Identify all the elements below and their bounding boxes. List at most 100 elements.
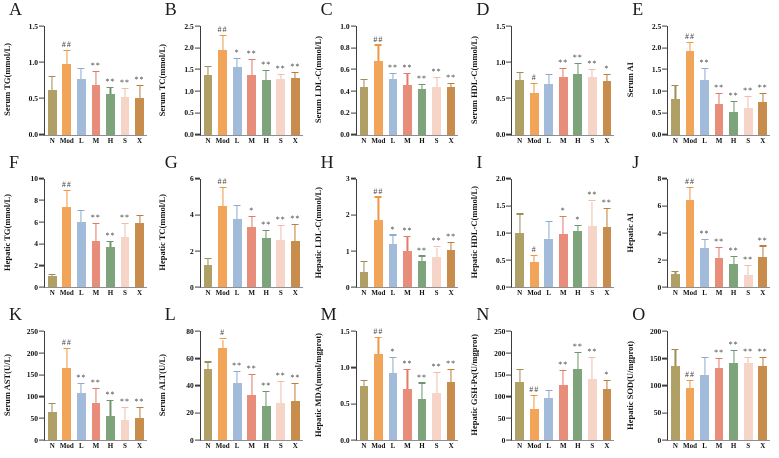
y-tick: [39, 439, 44, 441]
bar-L: [544, 398, 554, 440]
bar-L: [76, 393, 86, 440]
significance-label: **: [105, 230, 116, 240]
error-bar-cap: [233, 204, 241, 206]
error-bar: [421, 84, 423, 90]
x-tick-label: Mod: [527, 136, 542, 145]
y-tick-label: 1: [345, 246, 350, 256]
y-tick: [506, 205, 512, 207]
x-tick-label: S: [746, 136, 751, 145]
y-axis-label: Hepatic TC(mmol/L): [157, 194, 168, 271]
x-tick-label: L: [79, 289, 84, 298]
x-tick-label: L: [390, 289, 396, 298]
panel-k: K Serum AST(U/L) 0 50 100 150 200 250 N ## Mod ** L *…: [0, 304, 156, 458]
error-bar: [436, 78, 438, 87]
bar-H: [261, 237, 271, 288]
x-tick-label: X: [292, 289, 298, 298]
significance-label: **: [246, 363, 257, 373]
x-tick-label: Mod: [215, 289, 230, 298]
plot-area: 0.0 0.5 1.0 1.5 2.0 2.5 N ## Mod ** L ** M ** H ** S ** X: [652, 22, 770, 144]
significance-label: **: [232, 361, 243, 371]
bar-S: [743, 275, 753, 288]
error-bar: [421, 383, 423, 399]
error-bar: [222, 339, 224, 348]
x-tick-label: L: [390, 136, 396, 145]
error-bar-cap: [204, 258, 212, 260]
plot-area: 0.0 0.2 0.4 0.6 0.8 1.0 N ## Mod ** L ** M ** H ** S ** X: [340, 22, 459, 144]
y-axis-label-wrap: Hepatic GSH-Px(U/mgprot): [467, 329, 480, 441]
x-tick-label: L: [79, 442, 84, 450]
error-bar-cap: [686, 379, 694, 381]
y-tick: [506, 232, 512, 234]
bar-S: [743, 363, 753, 440]
x-tick-label: Mod: [527, 442, 542, 450]
y-tick-label: 1.0: [496, 57, 506, 67]
bar-N: [203, 369, 213, 440]
error-bar: [392, 358, 394, 374]
bar-Mod: [62, 64, 72, 135]
y-axis-label-wrap: Hepatic SOD(U/mgprot): [623, 329, 636, 441]
x-tick-label: H: [730, 289, 737, 298]
significance-label: **: [417, 372, 428, 382]
plot-area: 0 2 4 6 8 10 N ## Mod L ** M ** H ** S X: [31, 175, 147, 297]
error-bar-cap: [730, 349, 738, 351]
x-tick-label: N: [361, 136, 367, 145]
x-tick-label: H: [730, 136, 737, 145]
y-axis-label-wrap: Hepatic TG(mmol/L): [0, 177, 13, 289]
y-tick: [662, 232, 668, 234]
bar-N: [671, 366, 680, 440]
bar-Mod: [62, 368, 72, 440]
y-tick-label: 0.8: [340, 42, 350, 52]
x-tick-label: M: [92, 442, 100, 450]
significance-label: **: [261, 59, 272, 69]
y-tick: [350, 403, 356, 405]
x-tick-label: N: [49, 442, 55, 450]
y-tick: [194, 112, 200, 114]
y-tick-label: 0.0: [496, 129, 506, 139]
bar-Mod: [374, 220, 383, 288]
significance-label: **: [431, 67, 442, 77]
error-bar-cap: [759, 245, 767, 247]
y-tick: [350, 250, 356, 252]
y-tick-label: 1.5: [496, 21, 506, 31]
significance-label: **: [402, 358, 413, 368]
error-bar: [704, 239, 706, 248]
error-bar: [704, 69, 706, 80]
bar-L: [232, 67, 242, 135]
bar-S: [276, 403, 286, 440]
panel-e: E Serum AI 0.0 0.5 1.0 1.5 2.0 2.5 N ## Mod ** L ** M *…: [623, 0, 779, 153]
bar-H: [729, 264, 738, 288]
x-tick-label: Mod: [371, 136, 386, 145]
significance-label: *: [604, 64, 610, 74]
bar-N: [47, 89, 57, 135]
error-bar: [66, 51, 68, 65]
error-bar-cap: [291, 383, 299, 385]
bar-N: [203, 74, 213, 135]
error-bar: [95, 72, 97, 85]
y-tick-label: 200: [26, 348, 38, 358]
bar-N: [515, 233, 525, 288]
y-tick-label: 0.2: [340, 108, 350, 118]
error-bar-cap: [106, 87, 114, 89]
y-tick: [39, 265, 44, 267]
panel-letter: I: [476, 151, 483, 172]
error-bar-cap: [262, 230, 270, 232]
bar-N: [515, 382, 525, 440]
error-bar: [519, 214, 521, 233]
significance-label: #: [531, 72, 537, 82]
error-bar-cap: [63, 190, 71, 192]
y-tick-label: 80: [186, 326, 194, 336]
bar-Mod: [529, 92, 539, 135]
y-tick-label: 1.5: [340, 326, 350, 336]
error-bar-cap: [136, 407, 144, 409]
y-tick: [506, 97, 512, 100]
bar-M: [558, 76, 568, 135]
error-bar: [562, 371, 564, 386]
y-axis-label: Hepatic LDL-C(mmol/L): [313, 186, 324, 279]
y-tick-label: 200: [494, 348, 506, 358]
error-bar-cap: [63, 50, 71, 52]
error-bar-cap: [291, 71, 299, 73]
y-tick: [662, 68, 668, 71]
y-axis-label: Serum HDL-C(mmol/L): [468, 35, 479, 124]
significance-label: ##: [685, 369, 695, 379]
